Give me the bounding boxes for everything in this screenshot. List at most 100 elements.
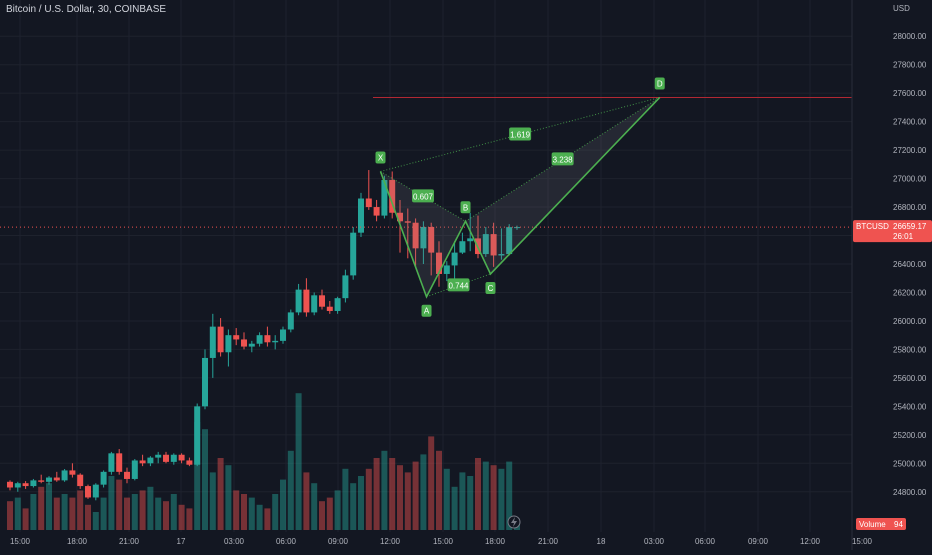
last-price-tag: BTCUSD 26659.17 26:01 — [853, 220, 932, 243]
candle-body — [443, 265, 450, 274]
axis-labels: BTCUSD 26659.17 26:01 Volume 94 USD — [853, 4, 932, 530]
candle-body — [334, 298, 341, 311]
volume-bar — [124, 497, 130, 530]
volume-bar — [77, 490, 84, 530]
volume-bar — [163, 501, 169, 530]
candle-body — [85, 486, 91, 498]
volume-bar — [420, 454, 427, 530]
volume-bar — [30, 494, 37, 530]
candle-body — [280, 329, 286, 341]
candle-body — [124, 471, 130, 479]
candle-body — [186, 460, 193, 465]
candle-body — [77, 474, 84, 487]
candle-body — [53, 477, 60, 481]
candle-body — [342, 275, 349, 299]
volume-bar — [186, 508, 193, 530]
candle-body — [108, 453, 115, 472]
candle-body — [272, 340, 279, 343]
candle-body — [381, 180, 388, 216]
candle-body — [311, 295, 318, 313]
ratio-text: 3.238 — [553, 155, 574, 164]
time-tick-label: 18 — [597, 537, 606, 546]
volume-bar — [22, 508, 29, 530]
volume-bar — [404, 472, 411, 530]
candle-body — [30, 480, 37, 487]
volume-bar — [53, 497, 60, 530]
chart-title: Bitcoin / U.S. Dollar, 30, COINBASE — [6, 4, 167, 15]
candle-body — [303, 289, 310, 313]
time-tick-label: 18:00 — [485, 537, 506, 546]
volume-bar — [225, 465, 232, 530]
price-tick-label: 25400.00 — [893, 402, 927, 411]
volume-bar — [139, 490, 146, 530]
point-text: B — [463, 203, 468, 212]
time-tick-label: 12:00 — [800, 537, 821, 546]
volume-bar — [334, 490, 341, 530]
replay-icon[interactable] — [507, 515, 521, 529]
candle-body — [14, 483, 21, 488]
time-tick-label: 09:00 — [748, 537, 769, 546]
volume-bar — [482, 461, 489, 530]
volume-bar — [319, 501, 325, 530]
price-tick-label: 24800.00 — [893, 488, 927, 497]
volume-bar — [217, 458, 224, 530]
point-text: A — [424, 307, 430, 316]
volume-bar — [397, 465, 403, 530]
volume-bar — [38, 486, 45, 530]
point-text: C — [488, 284, 494, 293]
volume-bar — [46, 483, 52, 530]
time-tick-label: 21:00 — [538, 537, 559, 546]
pattern-point-a: A — [421, 304, 432, 317]
volume-bar — [194, 422, 201, 530]
point-box — [485, 281, 496, 294]
volume-bar — [272, 494, 279, 530]
time-tick-label: 12:00 — [380, 537, 401, 546]
volume-bar — [170, 494, 177, 530]
price-tick-label: 27000.00 — [893, 175, 927, 184]
time-tick-label: 15:00 — [10, 537, 31, 546]
volume-bar — [350, 483, 357, 530]
volume-bar — [459, 472, 466, 530]
candle-body — [147, 457, 154, 464]
pattern-point-x: X — [375, 151, 386, 164]
price-axis: 24800.00 25000.00 25200.00 25400.00 25600.00… — [851, 0, 927, 550]
candle-body — [92, 484, 99, 498]
volume-bar — [365, 468, 372, 530]
candle-body — [404, 221, 411, 223]
price-tick-label: 26200.00 — [893, 288, 927, 297]
candle-body — [131, 460, 138, 479]
price-tick-label: 27200.00 — [893, 146, 927, 155]
point-box — [421, 304, 432, 317]
candle-body — [225, 335, 232, 353]
point-box — [375, 151, 386, 164]
time-tick-label: 17 — [177, 537, 186, 546]
volume-bar — [100, 497, 107, 530]
volume-bar — [69, 497, 76, 530]
candle-body — [287, 312, 294, 330]
volume-bar — [358, 476, 364, 530]
ratio-label: 0.744 — [447, 278, 470, 292]
ratio-label: 1.619 — [509, 127, 532, 141]
volume-bar — [7, 501, 13, 530]
volume-bar — [209, 472, 216, 530]
last-price-symbol: BTCUSD — [856, 222, 889, 231]
candle-body — [194, 406, 201, 465]
volume-bar — [412, 461, 419, 530]
ratio-text: 0.744 — [448, 281, 469, 290]
volume-bar — [256, 504, 263, 530]
time-tick-label: 09:00 — [328, 537, 349, 546]
volume-bar — [451, 486, 458, 530]
time-tick-label: 06:00 — [276, 537, 297, 546]
time-axis: 15:00 18:00 21:00 17 03:00 06:00 09:00 12:00 15:… — [10, 537, 873, 546]
point-box — [460, 201, 471, 214]
candle-body — [233, 335, 240, 340]
candle-body — [482, 234, 489, 255]
candle-body — [436, 252, 442, 274]
price-tick-label: 26000.00 — [893, 317, 927, 326]
candle-body — [170, 454, 177, 462]
candle-body — [178, 454, 185, 461]
candle-body — [326, 306, 333, 311]
point-box — [654, 77, 665, 90]
